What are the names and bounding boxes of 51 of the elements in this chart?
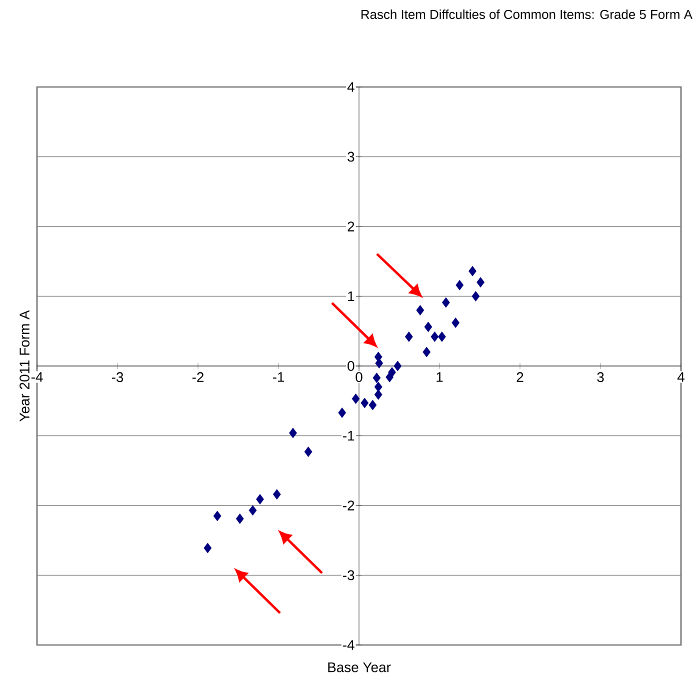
point	[360, 398, 369, 408]
y-tick-label: 4	[347, 82, 354, 92]
y-tick-label: -1	[343, 430, 354, 441]
y-tick-label: 2	[348, 222, 354, 232]
x-tick-label: -2	[192, 372, 204, 382]
y-axis-title: Year 2011 Form A	[20, 310, 30, 422]
x-tick-label: -3	[112, 372, 124, 382]
point	[372, 372, 381, 384]
point	[289, 428, 297, 438]
point	[338, 408, 346, 418]
point	[438, 331, 446, 342]
point	[476, 277, 485, 288]
point	[375, 358, 384, 368]
point	[374, 389, 382, 400]
point	[304, 446, 312, 457]
x-tick-label: -4	[31, 372, 43, 382]
point	[236, 514, 244, 524]
point	[248, 505, 257, 516]
point	[422, 346, 431, 358]
point	[204, 542, 212, 554]
point	[456, 280, 464, 290]
x-tick-label: 0	[356, 372, 362, 382]
x-tick-label: 3	[597, 372, 604, 382]
point	[256, 494, 264, 504]
point	[388, 367, 396, 378]
point	[213, 510, 222, 522]
x-tick-label: 1	[436, 372, 443, 382]
y-tick-label: -2	[343, 500, 354, 510]
point	[394, 360, 402, 372]
y-tick-label: -3	[343, 570, 354, 580]
y-tick-label: 1	[348, 291, 354, 302]
point	[468, 266, 476, 276]
point	[472, 291, 480, 302]
point	[452, 318, 460, 328]
x-tick-label: 2	[516, 372, 524, 382]
point	[416, 304, 424, 316]
point	[374, 382, 382, 392]
point	[442, 297, 450, 308]
y-tick-label: 0	[348, 361, 354, 371]
point	[430, 331, 439, 342]
x-tick-label: 4	[677, 372, 684, 382]
point	[352, 394, 360, 404]
point	[404, 331, 413, 342]
y-tick-label: -4	[343, 640, 354, 650]
chart-title: Rasch Item Diffculties of Common Items: Grade 5 Form A	[362, 10, 692, 20]
point	[424, 322, 432, 332]
y-tick-label: 3	[348, 152, 354, 162]
point	[368, 400, 377, 410]
x-tick-label: -1	[272, 372, 284, 382]
x-axis-title: Base Year	[328, 662, 391, 672]
point	[272, 489, 281, 500]
